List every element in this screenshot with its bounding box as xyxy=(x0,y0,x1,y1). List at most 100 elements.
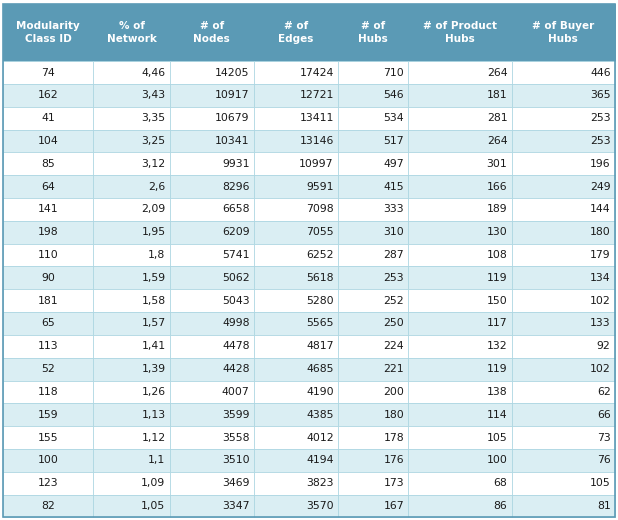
Bar xyxy=(408,335,512,358)
Text: 310: 310 xyxy=(383,227,404,237)
Text: 281: 281 xyxy=(487,113,507,123)
Bar xyxy=(512,358,615,381)
Text: 133: 133 xyxy=(590,318,611,329)
Text: 3599: 3599 xyxy=(222,410,250,420)
Bar xyxy=(512,107,615,129)
Text: 1,05: 1,05 xyxy=(142,501,166,511)
Bar xyxy=(3,358,93,381)
Text: 4998: 4998 xyxy=(222,318,250,329)
Text: 5062: 5062 xyxy=(222,273,250,283)
Text: 17424: 17424 xyxy=(299,68,334,77)
Bar xyxy=(408,381,512,404)
Text: 3469: 3469 xyxy=(222,478,250,488)
Text: 1,8: 1,8 xyxy=(148,250,166,260)
Text: 134: 134 xyxy=(590,273,611,283)
Text: 1,59: 1,59 xyxy=(142,273,166,283)
Text: 119: 119 xyxy=(487,273,507,283)
Text: 6658: 6658 xyxy=(222,204,250,214)
Text: 130: 130 xyxy=(486,227,507,237)
Text: 12721: 12721 xyxy=(299,90,334,100)
Text: 82: 82 xyxy=(41,501,55,511)
Text: 4385: 4385 xyxy=(307,410,334,420)
Bar xyxy=(3,129,93,152)
Text: 7055: 7055 xyxy=(306,227,334,237)
Text: 166: 166 xyxy=(487,181,507,192)
Text: 5565: 5565 xyxy=(307,318,334,329)
Text: 4685: 4685 xyxy=(307,364,334,374)
Bar xyxy=(170,472,254,495)
Bar xyxy=(338,289,408,312)
Text: 162: 162 xyxy=(38,90,59,100)
Bar xyxy=(408,221,512,244)
Bar xyxy=(3,84,93,107)
Text: 4007: 4007 xyxy=(222,387,250,397)
Bar xyxy=(338,426,408,449)
Bar xyxy=(408,175,512,198)
Text: 180: 180 xyxy=(590,227,611,237)
Text: 224: 224 xyxy=(384,341,404,352)
Bar xyxy=(3,175,93,198)
Bar xyxy=(254,152,338,175)
Bar xyxy=(338,84,408,107)
Bar xyxy=(170,335,254,358)
Text: 4190: 4190 xyxy=(306,387,334,397)
Bar xyxy=(512,381,615,404)
Bar xyxy=(170,129,254,152)
Bar xyxy=(170,289,254,312)
Bar xyxy=(338,4,408,61)
Text: 3,43: 3,43 xyxy=(142,90,166,100)
Bar xyxy=(254,426,338,449)
Bar xyxy=(338,404,408,426)
Bar xyxy=(3,61,93,84)
Text: 198: 198 xyxy=(38,227,59,237)
Bar xyxy=(93,221,170,244)
Bar xyxy=(254,449,338,472)
Bar xyxy=(93,244,170,266)
Text: 2,6: 2,6 xyxy=(148,181,166,192)
Bar xyxy=(93,358,170,381)
Text: 5741: 5741 xyxy=(222,250,250,260)
Text: 13146: 13146 xyxy=(299,136,334,146)
Bar xyxy=(170,244,254,266)
Text: 119: 119 xyxy=(487,364,507,374)
Text: 1,13: 1,13 xyxy=(142,410,166,420)
Text: 10341: 10341 xyxy=(215,136,250,146)
Text: 253: 253 xyxy=(384,273,404,283)
Text: 546: 546 xyxy=(384,90,404,100)
Text: 173: 173 xyxy=(384,478,404,488)
Text: % of
Network: % of Network xyxy=(107,21,156,44)
Bar xyxy=(93,335,170,358)
Text: 1,26: 1,26 xyxy=(142,387,166,397)
Text: 123: 123 xyxy=(38,478,59,488)
Bar xyxy=(338,198,408,221)
Bar xyxy=(170,61,254,84)
Text: 365: 365 xyxy=(590,90,611,100)
Bar xyxy=(512,221,615,244)
Text: 138: 138 xyxy=(487,387,507,397)
Text: 8296: 8296 xyxy=(222,181,250,192)
Bar xyxy=(170,495,254,517)
Text: 100: 100 xyxy=(38,456,59,465)
Bar xyxy=(3,381,93,404)
Bar xyxy=(3,244,93,266)
Text: 1,58: 1,58 xyxy=(142,296,166,306)
Bar xyxy=(512,244,615,266)
Text: 3510: 3510 xyxy=(222,456,250,465)
Text: 159: 159 xyxy=(38,410,59,420)
Text: 3347: 3347 xyxy=(222,501,250,511)
Bar xyxy=(408,495,512,517)
Text: 144: 144 xyxy=(590,204,611,214)
Bar xyxy=(338,266,408,289)
Bar xyxy=(512,472,615,495)
Text: 2,09: 2,09 xyxy=(142,204,166,214)
Bar xyxy=(93,152,170,175)
Bar xyxy=(254,289,338,312)
Bar xyxy=(512,84,615,107)
Bar xyxy=(170,4,254,61)
Text: 9931: 9931 xyxy=(222,159,250,169)
Text: 52: 52 xyxy=(41,364,55,374)
Text: 7098: 7098 xyxy=(306,204,334,214)
Bar xyxy=(408,152,512,175)
Text: 68: 68 xyxy=(494,478,507,488)
Bar xyxy=(408,4,512,61)
